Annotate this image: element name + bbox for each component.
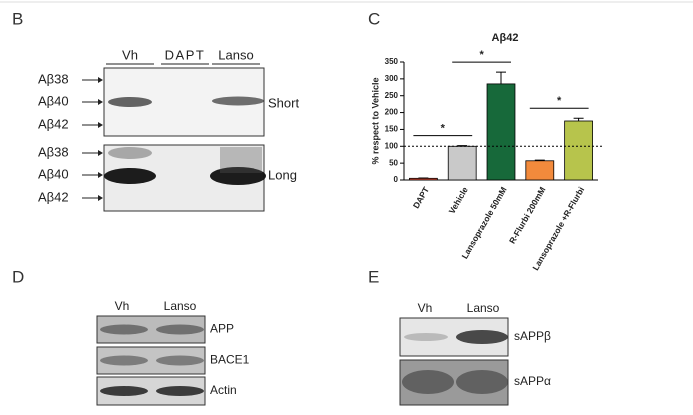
band-label: BACE1: [210, 353, 250, 367]
y-tick-label: 150: [385, 125, 399, 134]
y-tick-label: 0: [394, 175, 399, 184]
x-tick-label: R-Flurbi 200mM: [507, 185, 548, 245]
y-tick-label: 250: [385, 91, 399, 100]
band-label: APP: [210, 322, 234, 336]
marker-label: Aβ38: [38, 71, 69, 86]
band: [404, 333, 448, 341]
band: [100, 324, 148, 335]
marker-arrowhead: [98, 122, 103, 128]
panel-letter: C: [368, 9, 380, 28]
band: [456, 330, 508, 344]
marker-arrowhead: [98, 150, 103, 156]
lane-label: Lanso: [467, 301, 500, 315]
band: [104, 168, 156, 184]
y-axis-label: % respect to Vehicle: [370, 77, 380, 164]
bar: [525, 160, 555, 181]
panel-letter: B: [12, 9, 23, 28]
marker-arrowhead: [98, 77, 103, 83]
band: [108, 147, 152, 159]
panel-letter: E: [368, 267, 379, 286]
band: [156, 355, 204, 366]
band: [210, 167, 266, 185]
significance-label: *: [557, 95, 562, 107]
exposure-label: Short: [268, 95, 299, 110]
y-tick-label: 200: [385, 108, 399, 117]
band: [212, 96, 264, 106]
bar: [409, 177, 438, 181]
significance-label: *: [441, 123, 446, 135]
exposure-label: Long: [268, 167, 297, 182]
y-tick-label: 100: [385, 141, 399, 150]
x-tick-label: DAPT: [411, 184, 432, 210]
y-tick-label: 300: [385, 74, 399, 83]
lane-label: Lanso: [218, 47, 253, 62]
x-tick-label: Vehicle: [447, 185, 470, 216]
lane-label: DAPT: [165, 47, 206, 62]
lane-label: Vh: [418, 301, 433, 315]
marker-label: Aβ38: [38, 144, 69, 159]
band: [100, 386, 148, 396]
band: [156, 386, 204, 396]
band-label: sAPPα: [514, 374, 551, 388]
band-label: sAPPβ: [514, 329, 551, 343]
y-tick-label: 350: [385, 57, 399, 66]
marker-label: Aβ40: [38, 93, 69, 108]
band: [402, 370, 454, 394]
marker-arrowhead: [98, 99, 103, 105]
bar: [564, 120, 593, 181]
band: [108, 97, 152, 107]
lane-label: Vh: [115, 299, 130, 313]
bar: [486, 83, 516, 181]
band: [100, 355, 148, 366]
x-tick-label: Lansoprazole 50mM: [459, 185, 508, 260]
panel-letter: D: [12, 267, 24, 286]
band: [456, 370, 508, 394]
error-bar: [534, 159, 545, 161]
lane-label: Lanso: [164, 299, 197, 313]
error-bar: [457, 145, 468, 147]
significance-label: *: [479, 49, 484, 61]
band: [156, 324, 204, 335]
marker-label: Aβ40: [38, 166, 69, 181]
band-label: Actin: [210, 383, 237, 397]
marker-label: Aβ42: [38, 116, 69, 131]
smear: [220, 147, 262, 173]
error-bar: [496, 71, 506, 84]
y-tick-label: 50: [389, 158, 398, 167]
marker-label: Aβ42: [38, 189, 69, 204]
bar: [447, 145, 477, 181]
lane-label: Vh: [122, 47, 138, 62]
error-bar: [573, 117, 584, 121]
marker-arrowhead: [98, 195, 103, 201]
marker-arrowhead: [98, 172, 103, 178]
chart-title: Aβ42: [492, 32, 519, 44]
